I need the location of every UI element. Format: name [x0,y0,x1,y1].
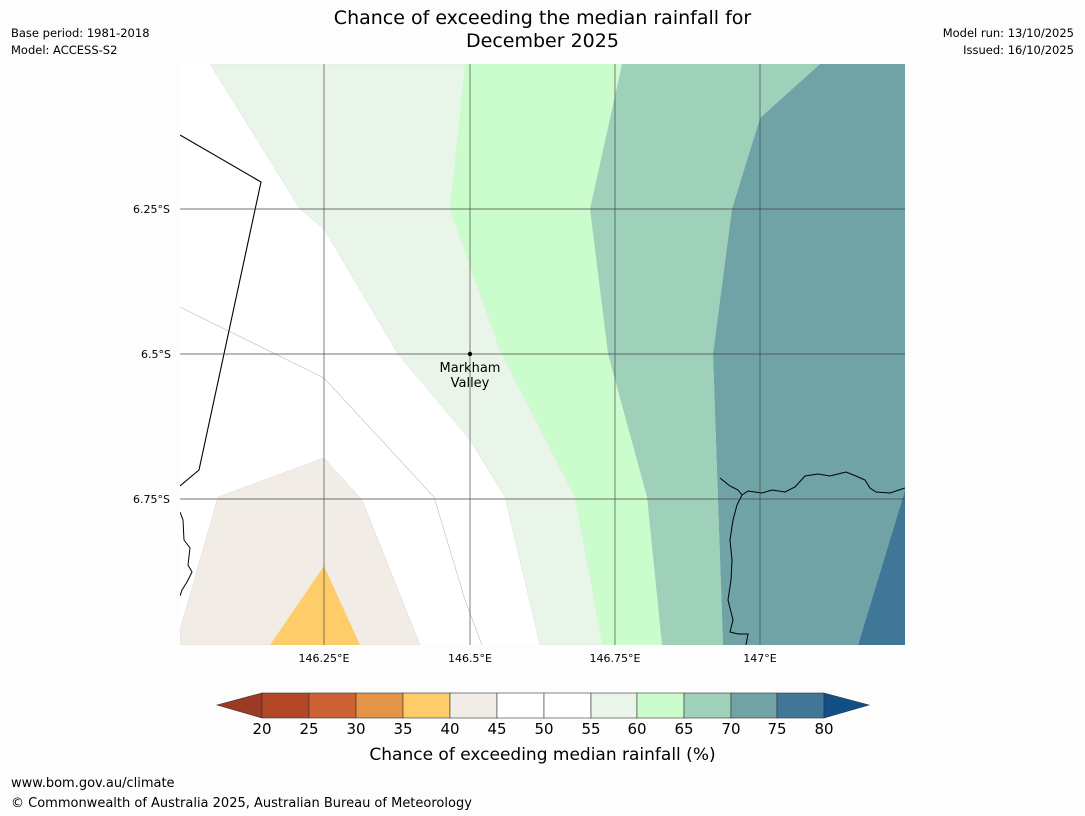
colorbar-tick: 60 [627,720,647,738]
colorbar-tick: 55 [581,720,601,738]
colorbar-55-60 [590,692,638,719]
colorbar-20-25 [261,692,310,719]
model-run: Model run: 13/10/2025 [942,26,1074,40]
coastline-gulf [727,494,749,645]
markham-valley-marker [467,351,473,357]
colorbar-above-80 [823,692,871,719]
colorbar-40-45 [449,692,498,719]
colorbar-tick: 30 [346,720,366,738]
colorbar-title: Chance of exceeding median rainfall (%) [369,745,716,765]
colorbar-25-30 [308,692,357,719]
colorbar [215,692,871,719]
footer-url[interactable]: www.bom.gov.au/climate [11,776,175,791]
lon-label-146-25e: 146.25°E [298,652,350,665]
colorbar-75-80 [776,692,825,719]
lat-label-6-25s: 6.25°S [133,203,170,216]
lat-label-6-5s: 6.5°S [141,348,171,361]
coastline-west [180,511,193,597]
lon-label-146-5e: 146.5°E [448,652,492,665]
colorbar-tick: 65 [674,720,694,738]
colorbar-tick: 40 [440,720,460,738]
lon-label-146-75e: 146.75°E [589,652,641,665]
contour-75-80 [858,490,905,645]
base-period: Base period: 1981-2018 [11,26,150,40]
map-title: Chance of exceeding the median rainfall … [333,7,752,29]
contour-35-40 [270,566,360,645]
colorbar-tick: 80 [814,720,834,738]
colorbar-tick: 25 [299,720,319,738]
lat-label-6-75s: 6.75°S [133,493,170,506]
border-line [180,134,262,487]
graticule [180,64,905,645]
colorbar-tick: 35 [393,720,413,738]
colorbar-tick: 70 [721,720,741,738]
model-name: Model: ACCESS-S2 [11,43,118,57]
colorbar-60-65 [636,692,685,719]
colorbar-50-55 [543,692,592,719]
colorbar-below-20 [215,692,263,719]
map-title-month: December 2025 [466,30,619,52]
place-label-line2: Valley [450,376,490,391]
colorbar-35-40 [402,692,451,719]
colorbar-70-75 [730,692,778,719]
colorbar-30-35 [355,692,404,719]
place-label-line1: Markham [439,361,501,376]
contour-40-45 [180,457,421,645]
colorbar-tick: 45 [487,720,507,738]
colorbar-tick: 50 [534,720,554,738]
colorbar-tick: 75 [767,720,787,738]
lon-label-147e: 147°E [743,652,777,665]
colorbar-65-70 [683,692,732,719]
colorbar-45-50 [496,692,545,719]
issued-date: Issued: 16/10/2025 [963,43,1074,57]
colorbar-tick: 20 [252,720,272,738]
footer-copyright: © Commonwealth of Australia 2025, Austra… [11,796,472,811]
